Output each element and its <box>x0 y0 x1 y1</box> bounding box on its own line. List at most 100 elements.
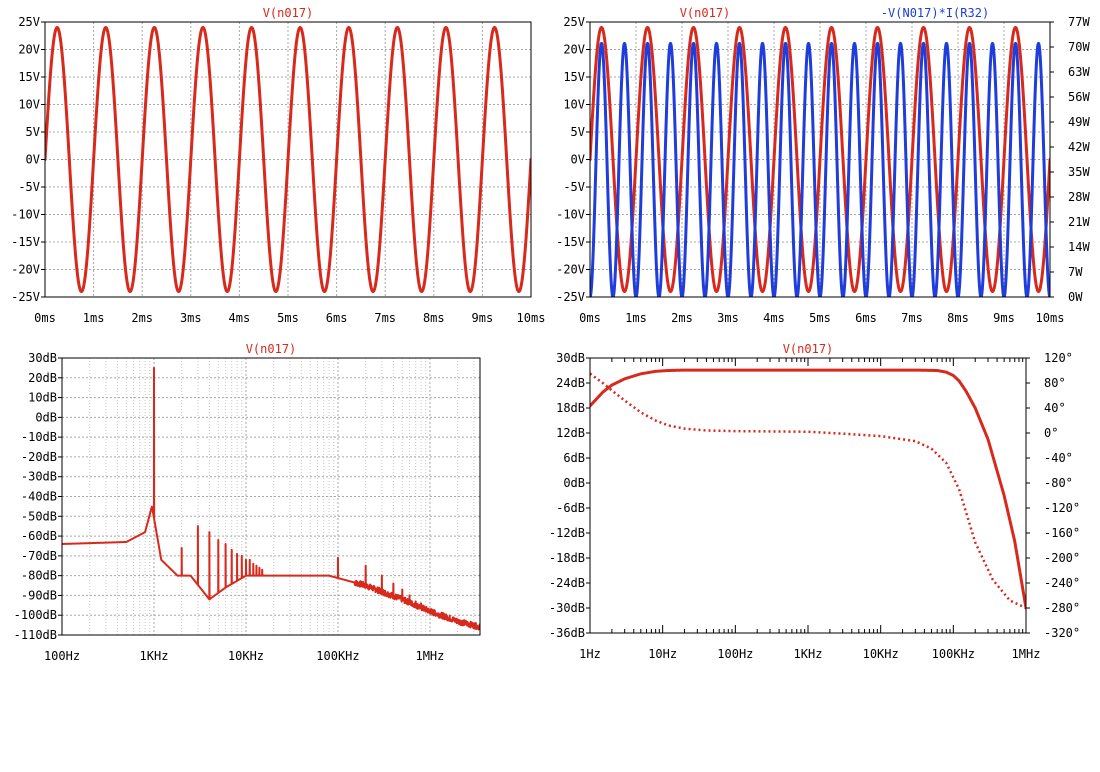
series-group <box>62 366 480 631</box>
y-tick-label: -10V <box>11 208 40 222</box>
plot-frame <box>61 357 481 636</box>
y-tick-label: -30dB <box>21 470 57 484</box>
y-tick-label: -36dB <box>549 626 585 640</box>
y2-tick-label: 0W <box>1068 290 1083 304</box>
y-tick-label: 10V <box>563 98 585 112</box>
y-tick-label: -15V <box>11 235 40 249</box>
x-tick-label: 4ms <box>763 311 785 325</box>
series-title: V(n017) <box>680 6 731 20</box>
y2-tick-label: -280° <box>1044 601 1080 615</box>
y-tick-label: 10V <box>18 98 40 112</box>
y-tick-label: 25V <box>563 15 585 29</box>
x-tick-label: 0ms <box>34 311 56 325</box>
x-tick-label: 6ms <box>855 311 877 325</box>
chart-title: V(n017) <box>246 342 297 356</box>
y2-tick-label: -80° <box>1044 476 1073 490</box>
y-tick-label: -20V <box>556 263 585 277</box>
series-line--v-n017-i-r32- <box>590 41 1050 297</box>
y-tick-label: 20V <box>563 43 585 57</box>
x-tick-label: 10KHz <box>228 649 264 663</box>
y2-tick-label: -40° <box>1044 451 1073 465</box>
y-tick-label: 0dB <box>35 410 57 424</box>
y-tick-label: -25V <box>556 290 585 304</box>
chart-title: V(n017) <box>783 342 834 356</box>
y2-tick-label: 63W <box>1068 65 1090 79</box>
x-tick-label: 5ms <box>277 311 299 325</box>
plot-frame <box>589 357 1027 634</box>
y2-tick-label: -240° <box>1044 576 1080 590</box>
y-tick-label: -100dB <box>14 608 57 622</box>
x-tick-label: 1ms <box>83 311 105 325</box>
y-tick-label: -12dB <box>549 526 585 540</box>
y-tick-label: -30dB <box>549 601 585 615</box>
y-tick-label: 20dB <box>28 371 57 385</box>
series-line-magnitude <box>590 368 1026 610</box>
y-tick-label: -15V <box>556 235 585 249</box>
series-line-phase <box>590 372 1026 610</box>
y-tick-label: -10dB <box>21 430 57 444</box>
y-tick-label: -110dB <box>14 628 57 642</box>
x-tick-label: 0ms <box>579 311 601 325</box>
y-tick-label: -24dB <box>549 576 585 590</box>
series-line-v-n017- <box>62 366 480 631</box>
series-group <box>590 26 1050 297</box>
y-tick-label: 30dB <box>28 351 57 365</box>
x-tick-label: 3ms <box>717 311 739 325</box>
y-tick-label: 12dB <box>556 426 585 440</box>
y2-tick-label: 70W <box>1068 40 1090 54</box>
y-tick-label: -5V <box>563 180 585 194</box>
x-tick-label: 7ms <box>901 311 923 325</box>
x-tick-label: 9ms <box>993 311 1015 325</box>
x-tick-label: 1MHz <box>1012 647 1041 661</box>
y2-tick-label: 40° <box>1044 401 1066 415</box>
x-tick-label: 8ms <box>947 311 969 325</box>
y-tick-label: -18dB <box>549 551 585 565</box>
y2-tick-label: 80° <box>1044 376 1066 390</box>
y2-tick-label: 7W <box>1068 265 1083 279</box>
x-tick-label: 2ms <box>671 311 693 325</box>
y-tick-label: -5V <box>18 180 40 194</box>
x-tick-label: 10ms <box>1036 311 1065 325</box>
y-tick-label: 15V <box>563 70 585 84</box>
y2-tick-label: 42W <box>1068 140 1090 154</box>
y-tick-label: -6dB <box>556 501 585 515</box>
y-tick-label: 25V <box>18 15 40 29</box>
y-tick-label: 0V <box>26 153 40 167</box>
chart-bl: 100Hz 1KHz 10KHz 100KHz 1MHz -110dB -100dB -90d… <box>14 342 481 663</box>
y-tick-label: -10V <box>556 208 585 222</box>
x-tick-label: 2ms <box>131 311 153 325</box>
x-tick-label: 5ms <box>809 311 831 325</box>
x-tick-label: 100Hz <box>717 647 753 661</box>
y-tick-label: -80dB <box>21 569 57 583</box>
x-tick-label: 10ms <box>517 311 546 325</box>
y-tick-label: -60dB <box>21 529 57 543</box>
chart-tr: 0ms 1ms 2ms 3ms 4ms 5ms 6ms 7ms 8ms 9ms 10ms -25V -2… <box>556 6 1090 325</box>
x-tick-label: 8ms <box>423 311 445 325</box>
x-tick-label: 1KHz <box>794 647 823 661</box>
x-tick-label: 100KHz <box>932 647 975 661</box>
plot-frame <box>44 21 532 298</box>
series-line-v-n017- <box>45 26 531 293</box>
y-tick-label: 6dB <box>563 451 585 465</box>
y-tick-label: -40dB <box>21 490 57 504</box>
x-tick-label: 3ms <box>180 311 202 325</box>
y-tick-label: 0dB <box>563 476 585 490</box>
y-tick-label: -20dB <box>21 450 57 464</box>
y-tick-label: 5V <box>571 125 585 139</box>
x-tick-label: 7ms <box>374 311 396 325</box>
x-tick-label: 6ms <box>326 311 348 325</box>
x-tick-label: 100Hz <box>44 649 80 663</box>
y2-tick-label: -120° <box>1044 501 1080 515</box>
y-tick-label: 24dB <box>556 376 585 390</box>
y-tick-label: 18dB <box>556 401 585 415</box>
plot-frame <box>589 21 1051 298</box>
y2-tick-label: 120° <box>1044 351 1073 365</box>
y2-tick-label: 49W <box>1068 115 1090 129</box>
y-tick-label: 30dB <box>556 351 585 365</box>
y-tick-label: -90dB <box>21 588 57 602</box>
x-tick-label: 1KHz <box>140 649 169 663</box>
x-tick-label: 1MHz <box>415 649 444 663</box>
x-tick-label: 4ms <box>229 311 251 325</box>
